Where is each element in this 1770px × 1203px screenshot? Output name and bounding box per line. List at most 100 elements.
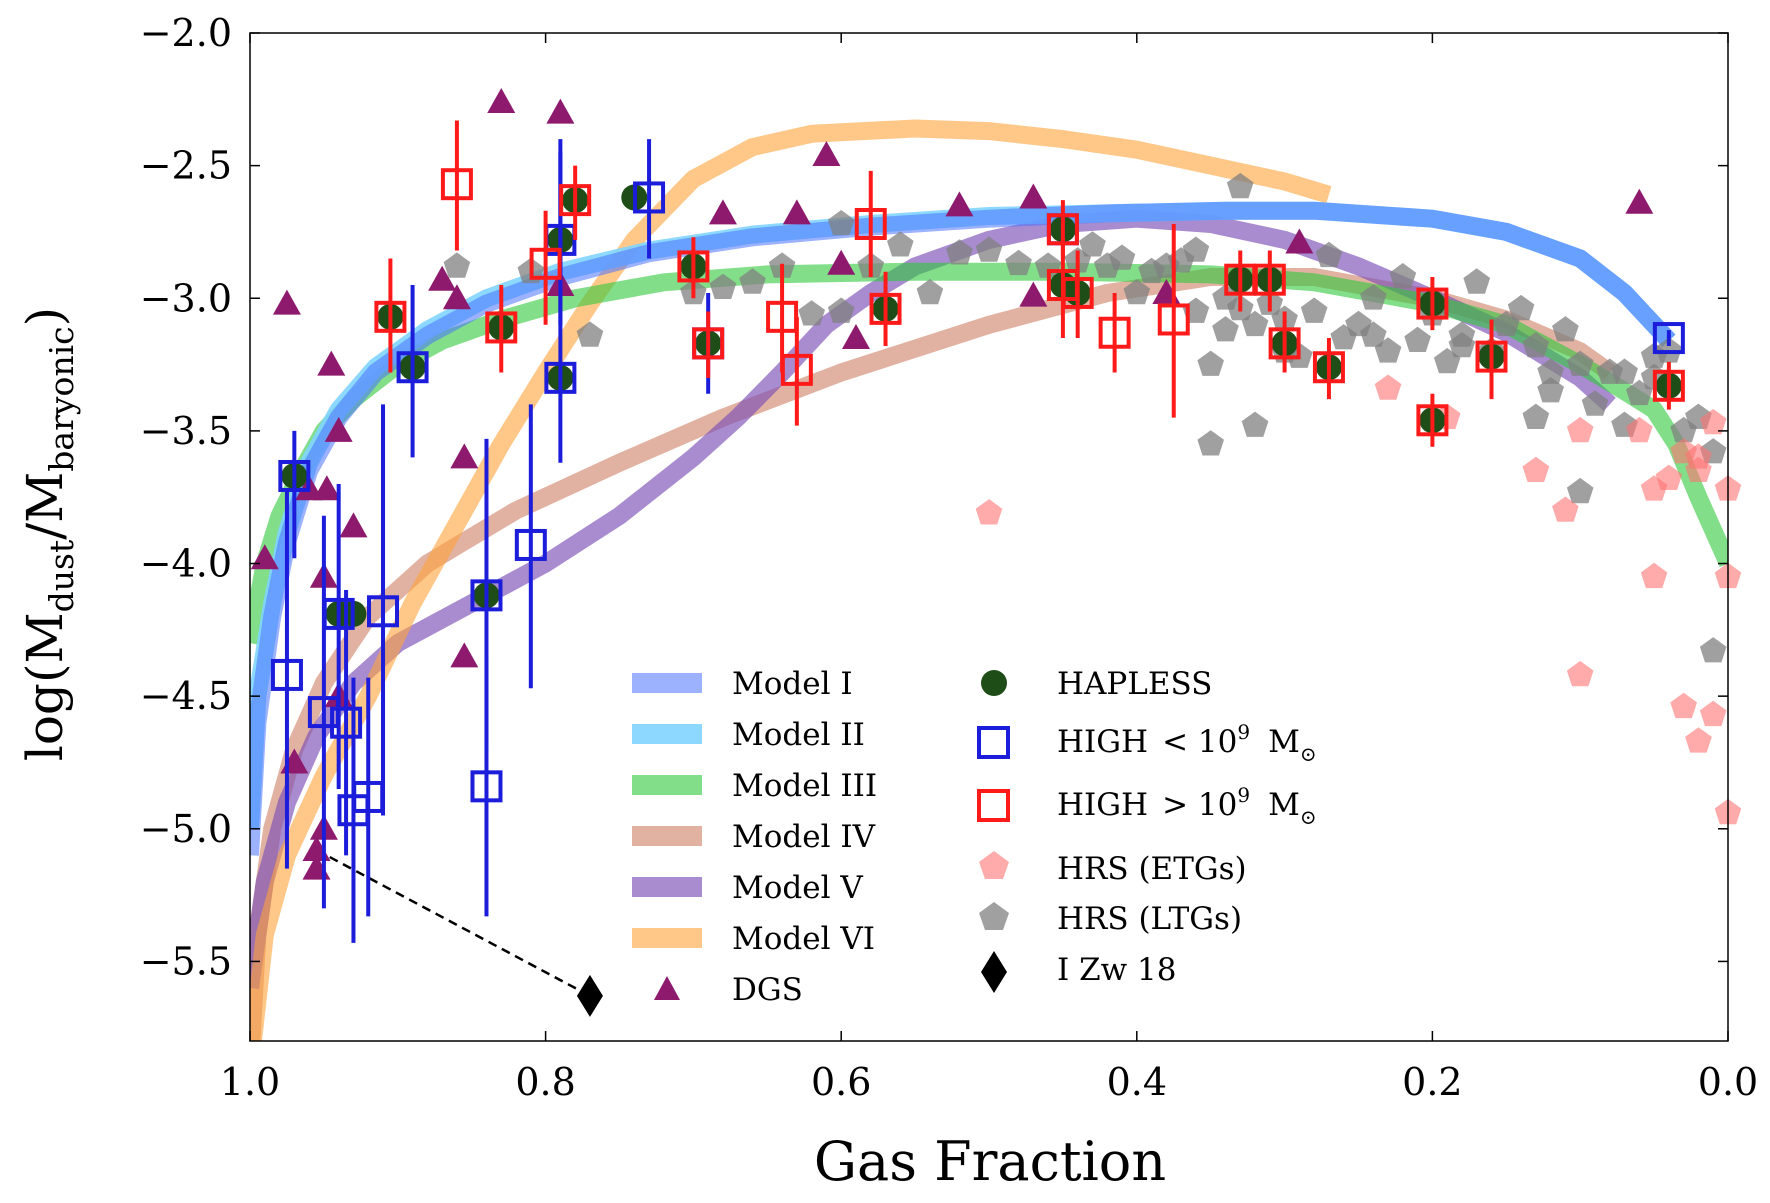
hrs-ltg-point <box>1522 332 1550 358</box>
hrs-ltg-point <box>1182 236 1210 262</box>
legend-hrs-ltg-marker <box>979 902 1009 930</box>
hrs-ltg-point <box>827 210 855 236</box>
dgs-point <box>450 642 479 668</box>
legend-swatch-model-ii <box>632 724 702 744</box>
hrs-ltg-point <box>576 321 604 347</box>
hrs-ltg-point <box>1537 377 1564 403</box>
high-low-point <box>1652 322 1685 355</box>
hrs-ltg-point <box>975 236 1003 262</box>
hrs-ltg-point <box>1123 279 1151 305</box>
high-high-point <box>440 168 473 201</box>
plot-frame <box>249 32 1729 1042</box>
hrs-ltg-point <box>1315 241 1343 268</box>
x-tick-label: 0.6 <box>811 1060 871 1104</box>
hrs-etg-point <box>1640 562 1668 589</box>
high-high-point <box>485 311 518 344</box>
hrs-etg-point <box>1522 456 1550 482</box>
dgs-point <box>442 284 471 310</box>
izw18-dashed-line <box>315 848 591 998</box>
high-high-point <box>677 250 710 283</box>
hrs-etg-point <box>1626 416 1653 443</box>
hrs-etg-point <box>1566 416 1594 443</box>
high-high-point <box>374 300 407 333</box>
hrs-etg-point <box>1670 692 1697 719</box>
y-tick-label: −4.5 <box>140 674 232 718</box>
hrs-ltg-point <box>1566 350 1594 376</box>
hrs-ltg-point <box>1226 172 1254 199</box>
legend-high-high-label: HIGH > 109 M⊙ <box>1057 783 1317 829</box>
legend-swatch-model-vi <box>632 928 702 948</box>
high-series <box>270 120 1685 943</box>
dgs-point <box>841 324 870 350</box>
hrs-ltg-point <box>1389 263 1417 289</box>
high-high-point <box>529 247 562 280</box>
dgs-point <box>428 265 457 291</box>
high-high-point <box>1652 369 1685 402</box>
x-tick-label: 0.4 <box>1107 1060 1167 1104</box>
hrs-etg-point <box>1655 464 1683 490</box>
dgs-point <box>312 475 341 501</box>
legend-hapless-marker <box>981 670 1007 696</box>
y-tick-label: −4.0 <box>140 542 232 586</box>
high-low-point <box>544 361 577 394</box>
dgs-point <box>782 199 811 225</box>
hrs-ltg-point <box>1005 249 1032 276</box>
high-high-point <box>1416 404 1449 437</box>
hrs-etg-point <box>1552 496 1579 522</box>
dgs-point <box>339 512 368 538</box>
hrs-ltg-point <box>1566 477 1594 504</box>
y-axis-title: log(Mdust/Mbaryonic) <box>16 307 81 761</box>
legend-high-low-label: HIGH < 109 M⊙ <box>1057 720 1317 766</box>
hrs-ltg-point <box>1197 430 1224 456</box>
y-tick-label: −5.0 <box>140 807 232 851</box>
hrs-ltg-point <box>739 268 766 294</box>
hrs-ltg-point <box>1640 342 1668 368</box>
high-low-point <box>270 658 303 691</box>
hrs-ltg-point <box>1522 403 1550 429</box>
dgs-point <box>1625 188 1654 214</box>
high-high-point <box>1098 316 1131 349</box>
dgs-point <box>827 249 856 275</box>
legend-observations-column: HAPLESS HIGH < 109 M⊙ HIGH > 109 M⊙ HRS (ETG… <box>977 666 1317 993</box>
legend-hrs-etg-label: HRS (ETGs) <box>1057 851 1247 887</box>
dgs-point <box>450 443 479 469</box>
high-high-point <box>692 327 725 360</box>
hrs-ltg-point <box>1448 332 1476 358</box>
high-low-point <box>278 459 311 492</box>
legend-high-high-marker <box>977 789 1010 822</box>
x-axis-title: Gas Fraction <box>814 1130 1166 1193</box>
izw18-series <box>576 974 603 1017</box>
legend-label-model-iii: Model III <box>732 768 877 804</box>
legend-high-low-marker <box>977 726 1010 759</box>
hrs-etg-point <box>1699 700 1727 727</box>
dgs-point <box>272 289 301 315</box>
dgs-point <box>945 191 974 217</box>
izw18-point <box>576 974 603 1017</box>
hrs-ltg-point <box>1581 390 1609 416</box>
hrs-ltg-series <box>443 172 1727 663</box>
hrs-ltg-point <box>827 297 855 323</box>
legend-izw18-marker <box>981 951 1007 993</box>
y-tick-label: −3.0 <box>140 276 232 320</box>
dgs-point <box>1019 183 1048 209</box>
high-high-point <box>1157 303 1190 336</box>
y-tick-label: −2.0 <box>140 11 232 55</box>
dgs-point <box>1019 281 1048 307</box>
hrs-etg-series <box>975 374 1742 825</box>
high-high-point <box>1312 351 1345 384</box>
high-high-point <box>1061 276 1094 309</box>
hrs-ltg-point <box>1699 637 1727 663</box>
hrs-ltg-point <box>1552 316 1579 342</box>
hrs-ltg-point <box>1463 268 1491 294</box>
hrs-ltg-point <box>946 239 973 265</box>
legend-models-column: Model I Model II Model III Model IV Model V M… <box>632 666 877 1008</box>
hrs-ltg-point <box>798 300 825 326</box>
legend-hrs-etg-marker <box>979 851 1009 879</box>
high-high-point <box>780 353 813 386</box>
legend-izw18-label: I Zw 18 <box>1057 952 1176 988</box>
high-high-point <box>1475 340 1508 373</box>
hrs-ltg-point <box>1241 411 1269 437</box>
hrs-ltg-point <box>916 279 944 305</box>
legend-label-dgs: DGS <box>732 972 803 1008</box>
high-high-point <box>766 300 799 333</box>
